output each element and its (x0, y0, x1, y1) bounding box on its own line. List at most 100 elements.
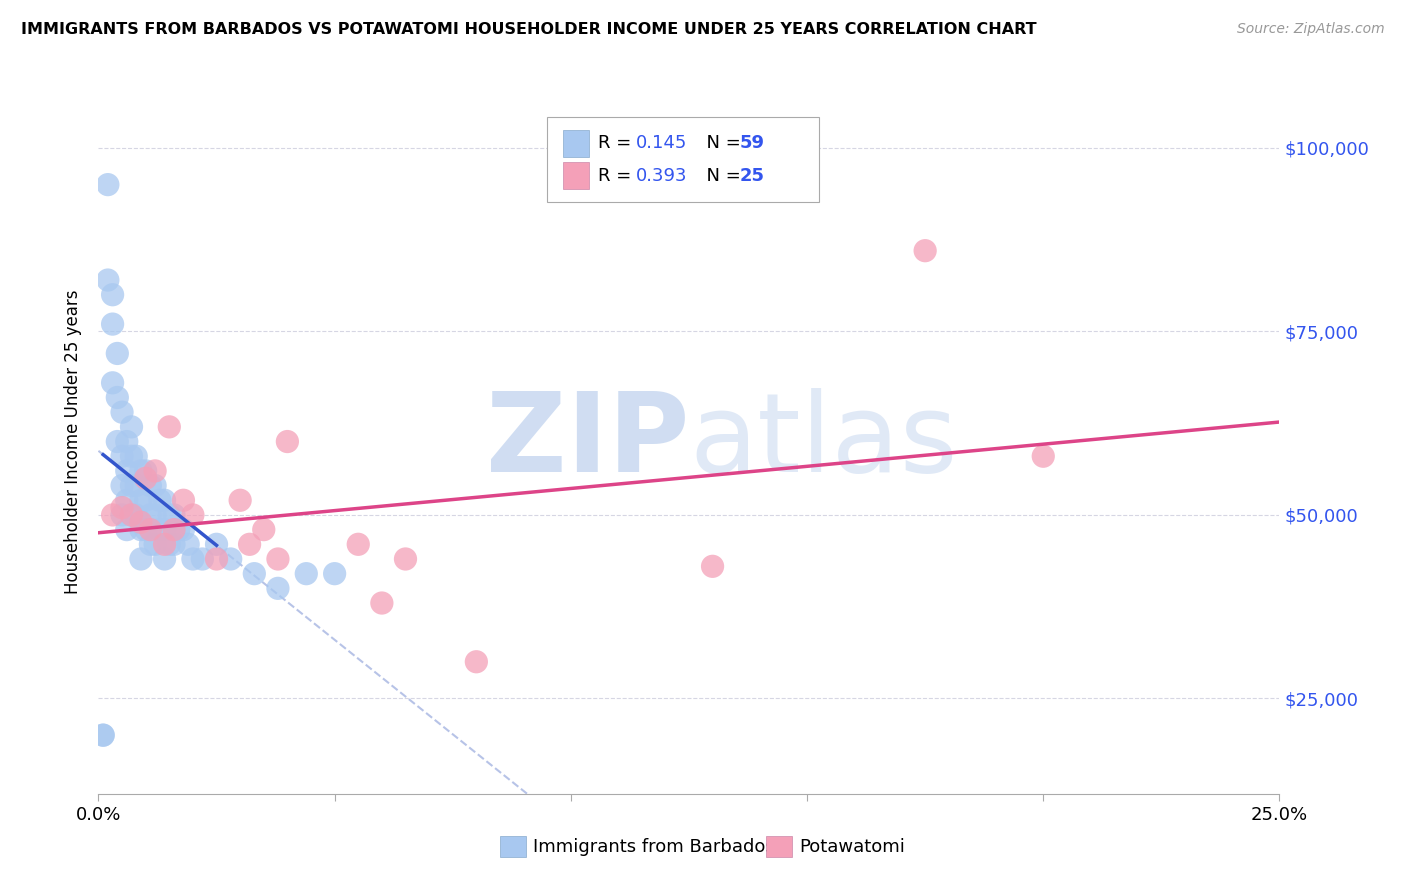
Point (135, 493, 157, 508)
Point (139, 537, 162, 551)
Point (323, 566, 346, 581)
Bar (766, 836, 792, 857)
Point (181, 552, 204, 566)
Text: atlas: atlas (689, 388, 957, 495)
Point (135, 464, 157, 478)
Point (702, 559, 724, 574)
Point (111, 500, 134, 515)
Point (129, 464, 152, 478)
Point (105, 346, 128, 360)
Point (125, 449, 148, 463)
Text: ZIP: ZIP (485, 388, 689, 495)
Point (111, 405, 134, 419)
Point (191, 552, 214, 566)
Point (143, 478, 166, 492)
Point (149, 493, 172, 508)
Point (101, 508, 124, 522)
Point (101, 287, 124, 301)
Text: IMMIGRANTS FROM BARBADOS VS POTAWATOMI HOUSEHOLDER INCOME UNDER 25 YEARS CORRELA: IMMIGRANTS FROM BARBADOS VS POTAWATOMI H… (21, 22, 1036, 37)
Point (243, 566, 266, 581)
Text: N =: N = (695, 135, 747, 153)
Text: R =: R = (598, 135, 637, 153)
Point (181, 508, 204, 522)
Point (163, 508, 186, 522)
Point (153, 552, 176, 566)
Point (153, 537, 176, 551)
Y-axis label: Householder Income Under 25 years: Householder Income Under 25 years (65, 289, 83, 594)
Point (101, 376, 124, 390)
Point (97, 178, 120, 192)
Point (121, 508, 143, 522)
Point (1032, 449, 1054, 463)
Point (139, 508, 162, 522)
Point (121, 478, 143, 492)
Point (139, 478, 162, 492)
Point (253, 523, 276, 537)
Text: 0.145: 0.145 (636, 135, 688, 153)
Point (267, 552, 290, 566)
Point (129, 516, 152, 530)
Point (149, 523, 172, 537)
Point (205, 552, 228, 566)
Point (177, 537, 200, 551)
Point (135, 471, 157, 485)
Point (239, 537, 262, 551)
FancyBboxPatch shape (547, 118, 818, 202)
Point (91, 728, 114, 742)
Point (167, 523, 190, 537)
Point (143, 464, 166, 478)
Text: R =: R = (598, 167, 637, 185)
Point (205, 537, 228, 551)
Point (163, 537, 186, 551)
Point (115, 434, 138, 449)
Point (914, 244, 936, 258)
Text: 0.393: 0.393 (636, 167, 688, 185)
Point (135, 523, 157, 537)
Point (105, 391, 128, 405)
Point (276, 434, 298, 449)
Point (143, 537, 166, 551)
Point (172, 493, 194, 508)
Point (153, 523, 176, 537)
Point (157, 508, 180, 522)
Point (172, 523, 194, 537)
Point (101, 317, 124, 331)
Point (111, 508, 134, 522)
Point (129, 523, 152, 537)
Point (91, 728, 114, 742)
Point (295, 566, 318, 581)
Text: 59: 59 (740, 135, 765, 153)
Point (153, 493, 176, 508)
Text: 25: 25 (740, 167, 765, 185)
Point (371, 596, 394, 610)
Text: N =: N = (695, 167, 747, 185)
Point (125, 508, 148, 522)
Point (347, 537, 370, 551)
Text: Source: ZipAtlas.com: Source: ZipAtlas.com (1237, 22, 1385, 37)
Point (111, 449, 134, 463)
Point (157, 420, 180, 434)
Point (97, 273, 120, 287)
Point (129, 552, 152, 566)
Point (143, 508, 166, 522)
Point (121, 449, 143, 463)
Point (394, 552, 416, 566)
Text: Potawatomi: Potawatomi (799, 838, 904, 855)
Point (163, 523, 186, 537)
Point (115, 523, 138, 537)
Point (105, 434, 128, 449)
Point (111, 478, 134, 492)
Point (125, 478, 148, 492)
Point (267, 582, 290, 596)
Bar (562, 162, 589, 189)
Point (115, 493, 138, 508)
Bar (501, 836, 526, 857)
Bar (562, 130, 589, 157)
Point (229, 493, 252, 508)
Point (157, 537, 180, 551)
Point (121, 508, 143, 522)
Text: Immigrants from Barbados: Immigrants from Barbados (533, 838, 775, 855)
Point (139, 523, 162, 537)
Point (219, 552, 242, 566)
Point (121, 420, 143, 434)
